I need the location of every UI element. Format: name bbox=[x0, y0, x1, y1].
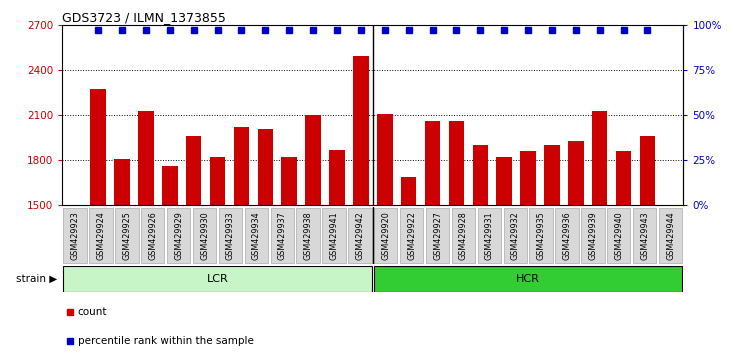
Bar bbox=[472, 145, 488, 205]
FancyBboxPatch shape bbox=[607, 208, 630, 263]
Text: GSM429937: GSM429937 bbox=[278, 211, 287, 260]
Text: GSM429942: GSM429942 bbox=[355, 211, 364, 260]
Bar bbox=[401, 177, 417, 205]
FancyBboxPatch shape bbox=[297, 208, 319, 263]
FancyBboxPatch shape bbox=[374, 266, 682, 292]
Text: GSM429938: GSM429938 bbox=[303, 211, 313, 260]
Bar bbox=[114, 159, 130, 205]
Text: GSM429922: GSM429922 bbox=[407, 211, 416, 260]
Text: GSM429934: GSM429934 bbox=[251, 211, 261, 260]
FancyBboxPatch shape bbox=[426, 208, 449, 263]
Bar bbox=[329, 150, 345, 205]
Bar bbox=[162, 166, 178, 205]
Bar bbox=[138, 110, 154, 205]
Text: GSM429939: GSM429939 bbox=[588, 211, 597, 260]
FancyBboxPatch shape bbox=[659, 208, 682, 263]
Text: GSM429930: GSM429930 bbox=[200, 211, 209, 260]
Bar bbox=[257, 129, 273, 205]
FancyBboxPatch shape bbox=[477, 208, 501, 263]
Bar bbox=[616, 151, 632, 205]
Text: GSM429935: GSM429935 bbox=[537, 211, 545, 260]
Bar bbox=[496, 157, 512, 205]
Text: GSM429941: GSM429941 bbox=[330, 211, 338, 260]
Bar bbox=[281, 157, 297, 205]
Text: LCR: LCR bbox=[207, 274, 228, 284]
Text: GSM429924: GSM429924 bbox=[96, 211, 105, 260]
Text: GSM429944: GSM429944 bbox=[666, 211, 675, 260]
Text: count: count bbox=[77, 307, 107, 317]
Bar bbox=[568, 141, 583, 205]
Bar bbox=[234, 127, 249, 205]
FancyBboxPatch shape bbox=[193, 208, 216, 263]
FancyBboxPatch shape bbox=[633, 208, 656, 263]
FancyBboxPatch shape bbox=[89, 208, 113, 263]
Text: GSM429931: GSM429931 bbox=[485, 211, 494, 260]
Text: GSM429936: GSM429936 bbox=[562, 211, 572, 260]
Text: GSM429929: GSM429929 bbox=[174, 211, 183, 260]
FancyBboxPatch shape bbox=[529, 208, 553, 263]
FancyBboxPatch shape bbox=[219, 208, 242, 263]
Text: GSM429920: GSM429920 bbox=[382, 211, 390, 260]
FancyBboxPatch shape bbox=[167, 208, 190, 263]
Bar bbox=[186, 136, 202, 205]
Text: GSM429932: GSM429932 bbox=[511, 211, 520, 260]
Bar bbox=[377, 114, 393, 205]
Bar bbox=[520, 151, 536, 205]
Bar bbox=[544, 145, 560, 205]
FancyBboxPatch shape bbox=[556, 208, 579, 263]
FancyBboxPatch shape bbox=[400, 208, 423, 263]
Bar bbox=[425, 121, 440, 205]
Bar bbox=[640, 136, 655, 205]
Bar bbox=[592, 110, 607, 205]
FancyBboxPatch shape bbox=[141, 208, 164, 263]
FancyBboxPatch shape bbox=[322, 208, 346, 263]
FancyBboxPatch shape bbox=[504, 208, 527, 263]
Bar bbox=[306, 115, 321, 205]
Text: HCR: HCR bbox=[516, 274, 540, 284]
FancyBboxPatch shape bbox=[270, 208, 294, 263]
FancyBboxPatch shape bbox=[374, 208, 398, 263]
FancyBboxPatch shape bbox=[64, 266, 371, 292]
Text: percentile rank within the sample: percentile rank within the sample bbox=[77, 336, 254, 346]
FancyBboxPatch shape bbox=[348, 208, 371, 263]
Text: GSM429943: GSM429943 bbox=[640, 211, 649, 260]
Text: strain ▶: strain ▶ bbox=[16, 274, 57, 284]
Text: GSM429933: GSM429933 bbox=[226, 211, 235, 260]
FancyBboxPatch shape bbox=[245, 208, 268, 263]
FancyBboxPatch shape bbox=[452, 208, 475, 263]
FancyBboxPatch shape bbox=[64, 208, 87, 263]
Text: GSM429926: GSM429926 bbox=[148, 211, 157, 260]
Bar bbox=[449, 121, 464, 205]
Text: GSM429928: GSM429928 bbox=[459, 211, 468, 260]
Bar bbox=[210, 157, 225, 205]
FancyBboxPatch shape bbox=[115, 208, 138, 263]
Bar bbox=[353, 56, 368, 205]
Text: GSM429927: GSM429927 bbox=[433, 211, 442, 260]
Text: GSM429923: GSM429923 bbox=[71, 211, 80, 260]
Text: GDS3723 / ILMN_1373855: GDS3723 / ILMN_1373855 bbox=[62, 11, 226, 24]
FancyBboxPatch shape bbox=[581, 208, 605, 263]
Text: GSM429925: GSM429925 bbox=[122, 211, 132, 260]
Bar bbox=[91, 90, 106, 205]
Text: GSM429940: GSM429940 bbox=[614, 211, 624, 260]
